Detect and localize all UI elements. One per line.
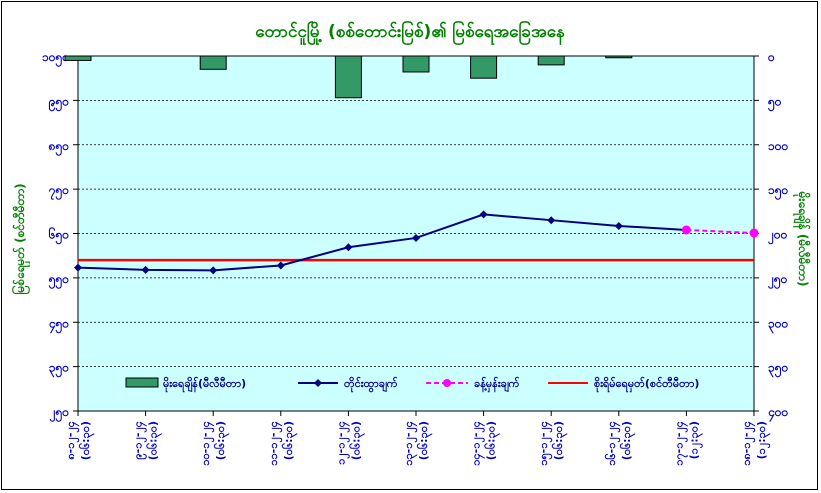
x-tick-label-date: ၉-၁၂-၂၄ xyxy=(132,421,148,460)
observed-point xyxy=(141,265,150,274)
y-tick-label-left: ၅၅၀ xyxy=(48,272,70,290)
x-tick-label-time: (၀၆:၃၀) xyxy=(147,421,163,460)
forecast-water-level-line xyxy=(686,228,755,235)
y-axis-label-right: မိုးရေချိန် (မီလီမီတာ) xyxy=(792,191,812,287)
y-tick-label-right: ၅၀ xyxy=(767,94,782,112)
rainfall-bar xyxy=(470,55,498,79)
legend-label-rainfall: မိုးရေချိန်(မီလီမီတာ) xyxy=(163,376,246,393)
y-tick-label-right: ၀ xyxy=(767,50,775,64)
legend-label-forecast: ခန့်မှန်းချက် xyxy=(474,376,520,393)
observed-water-level-line xyxy=(77,213,687,272)
y-tick-label-left: ၈၅၀ xyxy=(48,139,70,157)
y-tick-label-right: ၃၀၀ xyxy=(768,316,789,334)
x-tick-label-time: (၀၆:၃၀) xyxy=(349,421,365,460)
y-tick-label-left: ၃၅၀ xyxy=(49,361,70,379)
legend: မိုးရေချိန်(မီလီမီတာ) တိုင်းထွာချက် ခန့်… xyxy=(125,376,699,393)
y-tick-label-left: ၂၅၀ xyxy=(49,405,70,423)
x-tick-label-date: ၁၃-၁၂-၂၄ xyxy=(402,421,418,466)
y-tick-label-right: ၁၀၀ xyxy=(768,139,789,153)
legend-swatch-rainfall xyxy=(125,377,159,388)
x-tick-label-date: ၁၄-၁၂-၂၄ xyxy=(470,421,486,466)
rainfall-bar xyxy=(402,55,430,73)
legend-marker-forecast xyxy=(443,379,451,387)
x-tick-label-date: ၁၇-၁၂-၂၄ xyxy=(672,421,688,466)
y-tick-label-right: ၃၅၀ xyxy=(768,361,789,379)
y-tick-label-right: ၁၅၀ xyxy=(768,183,789,201)
rainfall-bar xyxy=(64,55,92,61)
x-tick-label-time: (၀၆:၃၀) xyxy=(620,421,636,460)
x-tick-label-time: (၀၆:၃၀) xyxy=(214,421,230,460)
x-tick-label-date: ၁၅-၁၂-၂၄ xyxy=(537,421,553,466)
legend-label-observed: တိုင်းထွာချက် xyxy=(344,376,398,393)
rainfall-bar xyxy=(605,55,633,59)
y-tick-label-left: ၄၅၀ xyxy=(48,316,70,334)
x-tick-label-date: ၁၆-၁၂-၂၄ xyxy=(605,421,621,466)
x-tick-label-time: (၀၆:၃၀) xyxy=(485,421,501,460)
observed-point xyxy=(412,233,420,242)
x-tick-label-time: (၀၆:၃၀) xyxy=(79,421,95,460)
x-tick-label-date: ၁၂-၁၂-၂၄ xyxy=(334,421,350,465)
x-tick-label-time: (၀၆:၃၀) xyxy=(417,421,433,460)
forecast-point xyxy=(681,225,691,235)
x-tick-label-date: ၁၁-၁၂-၂၄ xyxy=(267,421,283,466)
observed-point xyxy=(547,216,556,225)
y-tick-label-left: ၉၅၀ xyxy=(48,94,70,112)
observed-point xyxy=(276,261,285,270)
x-tick-label-date: ၁၀-၁၂-၂၄ xyxy=(199,421,215,466)
forecast-point xyxy=(749,228,759,238)
x-tick-label-date: ၈-၁၂-၂၄ xyxy=(64,421,80,460)
y-tick-label-right: ၄၀၀ xyxy=(767,405,789,423)
legend-marker-observed xyxy=(314,379,322,387)
rainfall-bar xyxy=(537,55,565,66)
x-tick-label-time: (၁၂:၃၀) xyxy=(755,421,771,459)
observed-point xyxy=(614,221,623,230)
observed-point xyxy=(209,266,218,275)
legend-label-danger: စိုးရိမ်ရေမှတ်(စင်တီမီတာ) xyxy=(594,376,699,393)
observed-point xyxy=(344,243,353,252)
rainfall-bar xyxy=(334,55,362,99)
observed-point xyxy=(74,263,82,272)
x-tick-label-time: (၀၆:၃၀) xyxy=(282,421,298,460)
y-tick-label-left: ၁၀၅၀ xyxy=(42,50,69,68)
y-tick-label-left: ၆၅၀ xyxy=(48,226,70,246)
y-tick-label-left: ၇၅၀ xyxy=(48,183,70,201)
x-tick-label-time: (၀၆:၃၀) xyxy=(552,421,568,460)
x-tick-label-time: (၁၂:၃၀) xyxy=(687,421,703,459)
y-tick-label-right: ၂၀၀ xyxy=(767,228,788,246)
chart-title: တောင်ငူမြို့ (စစ်တောင်းမြစ်)၏ မြစ်ရေအခြေ… xyxy=(255,19,565,46)
y-tick-label-right: ၂၅၀ xyxy=(767,272,788,290)
rainfall-bar xyxy=(199,55,227,70)
observed-point xyxy=(479,210,488,219)
y-axis-label-left: မြစ်ရေမှတ် (စင်တီမီတာ) xyxy=(10,183,31,294)
x-tick-label-date: ၁၈-၁၂-၂၄ xyxy=(740,421,756,466)
